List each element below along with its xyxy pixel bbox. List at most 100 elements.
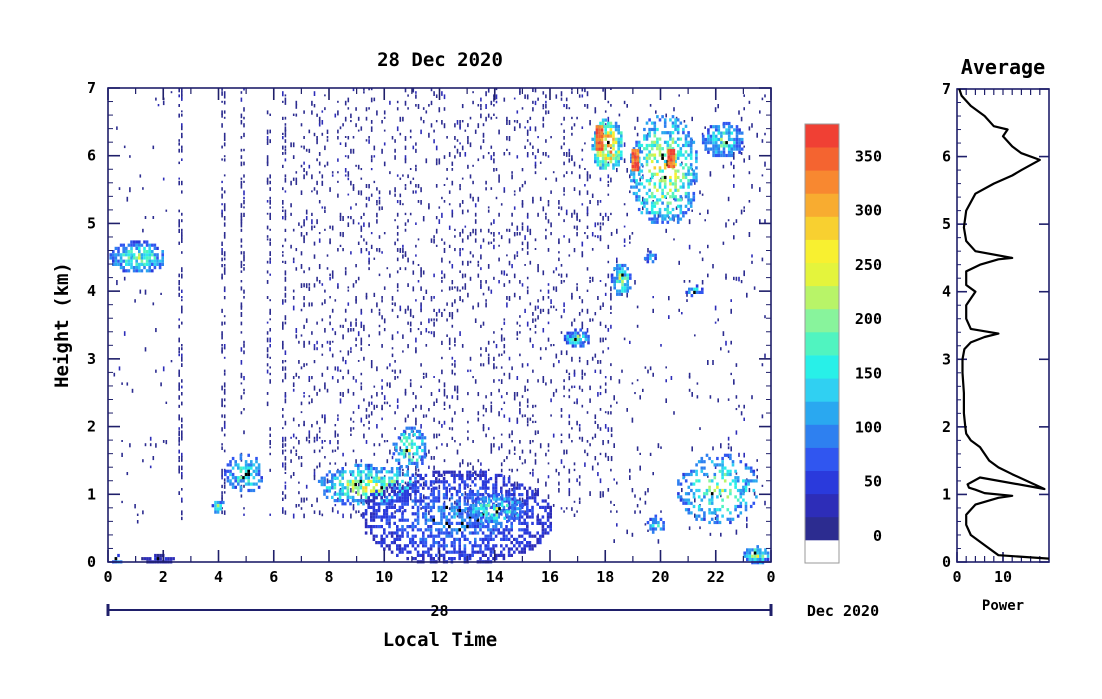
heatmap-cell xyxy=(521,283,524,287)
heatmap-cell xyxy=(399,132,402,136)
heatmap-cell xyxy=(477,392,480,397)
heatmap-cell xyxy=(331,174,334,177)
heatmap-cell xyxy=(480,286,482,289)
heatmap-cell xyxy=(324,145,326,151)
heatmap-cell xyxy=(425,328,428,333)
heatmap-cell xyxy=(487,340,490,345)
heatmap-cell xyxy=(476,550,480,554)
heatmap-cell xyxy=(753,286,756,290)
heatmap-cell xyxy=(487,537,490,541)
heatmap-cell xyxy=(520,483,524,487)
heatmap-cell xyxy=(604,147,607,151)
heatmap-cell xyxy=(396,200,399,204)
heatmap-cell xyxy=(735,408,738,411)
heatmap-cell xyxy=(129,155,131,158)
heatmap-cell xyxy=(658,214,662,218)
heatmap-cell xyxy=(519,497,521,500)
heatmap-cell xyxy=(586,104,589,109)
heatmap-cell xyxy=(610,296,612,301)
heatmap-cell xyxy=(409,308,412,314)
heatmap-cell xyxy=(414,547,417,551)
heatmap-cell xyxy=(636,504,639,508)
heatmap-cell xyxy=(610,305,612,310)
heatmap-cell xyxy=(329,462,331,465)
heatmap-cell xyxy=(521,449,524,454)
heatmap-cell xyxy=(587,334,590,338)
heatmap-cell xyxy=(422,512,425,516)
heatmap-cell xyxy=(383,494,386,499)
heatmap-cell xyxy=(357,331,360,337)
heatmap-cell xyxy=(300,123,303,127)
heatmap-cell xyxy=(352,219,355,225)
heatmap-cell xyxy=(748,155,751,160)
heatmap-cell xyxy=(178,465,180,471)
heatmap-cell xyxy=(666,204,670,208)
heatmap-cell xyxy=(459,232,461,237)
heatmap-cell xyxy=(584,331,588,335)
heatmap-cell xyxy=(316,136,318,140)
heatmap-cell xyxy=(740,147,744,151)
heatmap-cell xyxy=(582,341,585,345)
heatmap-cell xyxy=(303,302,305,308)
heatmap-cell xyxy=(651,524,655,528)
heatmap-cell xyxy=(482,238,485,243)
heatmap-cell xyxy=(531,505,534,509)
heatmap-cell xyxy=(321,440,324,444)
heatmap-cell xyxy=(383,502,386,506)
heatmap-cell xyxy=(665,379,667,383)
heatmap-cell xyxy=(682,211,685,215)
heatmap-cell xyxy=(295,248,298,252)
heatmap-cell xyxy=(546,505,550,509)
heatmap-cell xyxy=(380,486,383,490)
heatmap-cell xyxy=(432,534,435,538)
heatmap-cell xyxy=(372,505,376,509)
heatmap-cell xyxy=(237,466,240,470)
heatmap-cell xyxy=(529,126,532,131)
heatmap-cell xyxy=(282,462,284,468)
heatmap-cell xyxy=(761,97,764,101)
heatmap-cell xyxy=(145,269,149,273)
heatmap-cell xyxy=(435,312,438,317)
heatmap-cell xyxy=(474,550,477,554)
heatmap-cell xyxy=(321,180,324,186)
heatmap-cell xyxy=(576,398,578,403)
heatmap-cell xyxy=(240,347,243,352)
heatmap-cell xyxy=(673,238,675,241)
heatmap-cell xyxy=(357,492,360,496)
heatmap-cell xyxy=(661,188,664,192)
heatmap-cell xyxy=(657,212,660,218)
heatmap-cell xyxy=(435,433,438,439)
heatmap-cell xyxy=(604,411,607,414)
heatmap-cell xyxy=(682,185,685,189)
heatmap-cell xyxy=(511,440,513,443)
heatmap-cell xyxy=(663,163,667,167)
heatmap-cell xyxy=(376,110,378,116)
heatmap-cell xyxy=(586,174,589,178)
heatmap-cell xyxy=(397,461,401,465)
heatmap-cell xyxy=(352,449,355,453)
heatmap-cell xyxy=(386,488,389,493)
heatmap-cell xyxy=(383,479,386,483)
heatmap-cell xyxy=(558,251,560,254)
heatmap-cell xyxy=(368,260,370,265)
heatmap-cell xyxy=(607,116,610,122)
heatmap-cell xyxy=(756,459,758,462)
heatmap-layer-band xyxy=(464,494,525,524)
heatmap-cell xyxy=(130,243,133,247)
heatmap-cell xyxy=(456,513,459,518)
heatmap-cell xyxy=(666,131,670,135)
heatmap-cell xyxy=(135,259,138,263)
heatmap-cell xyxy=(416,499,420,503)
heatmap-cell xyxy=(446,395,448,399)
heatmap-cell xyxy=(451,363,454,366)
heatmap-cell xyxy=(493,168,495,172)
heatmap-cell xyxy=(411,489,415,493)
heatmap-cell xyxy=(432,496,435,500)
heatmap-cell xyxy=(733,128,736,132)
heatmap-cell xyxy=(430,331,433,335)
heatmap-cell xyxy=(563,334,567,338)
heatmap-cell xyxy=(181,132,183,138)
heatmap-cell xyxy=(545,235,547,240)
heatmap-cell xyxy=(117,250,120,254)
heatmap-cell xyxy=(290,142,292,148)
